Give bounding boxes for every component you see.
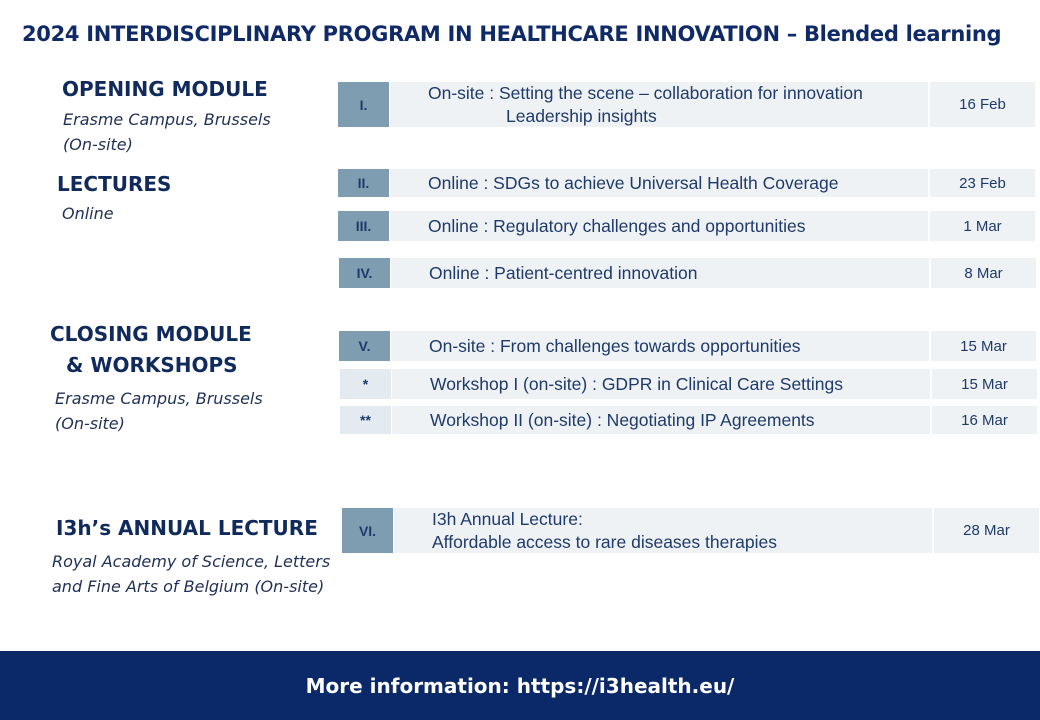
section-location: (On-site) <box>55 414 125 433</box>
row-date: 23 Feb <box>930 169 1035 197</box>
row-number: V. <box>339 331 390 361</box>
section-heading: & WORKSHOPS <box>66 353 238 377</box>
row-number: II. <box>338 169 389 197</box>
row-text: Online : Regulatory challenges and oppor… <box>390 211 928 241</box>
section-location: Online <box>62 204 114 223</box>
row-text: Workshop I (on-site) : GDPR in Clinical … <box>392 369 930 399</box>
row-number: IV. <box>339 258 390 288</box>
section-heading: LECTURES <box>57 172 172 196</box>
row-text: On-site : Setting the scene – collaborat… <box>390 82 928 127</box>
row-text-line: Leadership insights <box>506 105 657 126</box>
row-date: 15 Mar <box>932 369 1037 399</box>
row-number: VI. <box>342 508 393 553</box>
footer-text: More information: https://i3health.eu/ <box>305 673 735 698</box>
section-location: Royal Academy of Science, Letters <box>52 552 331 571</box>
row-text-line: On-site : From challenges towards opport… <box>429 335 801 356</box>
row-text: I3h Annual Lecture: Affordable access to … <box>394 508 932 553</box>
section-heading: OPENING MODULE <box>62 77 268 101</box>
row-date: 16 Feb <box>930 82 1035 127</box>
section-location: Erasme Campus, Brussels <box>63 110 271 129</box>
row-date: 8 Mar <box>931 258 1036 288</box>
row-number: ** <box>340 406 391 434</box>
row-text: Online : Patient-centred innovation <box>391 258 929 288</box>
section-heading: I3h’s ANNUAL LECTURE <box>56 516 318 540</box>
row-date: 16 Mar <box>932 406 1037 434</box>
section-location: and Fine Arts of Belgium (On-site) <box>52 577 325 596</box>
row-text-line: Online : Patient-centred innovation <box>429 262 698 283</box>
row-text: Workshop II (on-site) : Negotiating IP A… <box>392 406 930 434</box>
row-text-line: Online : Regulatory challenges and oppor… <box>428 215 806 236</box>
footer-bar: More information: https://i3health.eu/ <box>0 651 1040 720</box>
row-date: 15 Mar <box>931 331 1036 361</box>
row-text-line: On-site : Setting the scene – collaborat… <box>428 82 863 103</box>
row-number: I. <box>338 82 389 127</box>
row-date: 28 Mar <box>934 508 1039 553</box>
section-heading: CLOSING MODULE <box>50 322 252 346</box>
row-text-line: Affordable access to rare diseases thera… <box>432 531 778 552</box>
row-date: 1 Mar <box>930 211 1035 241</box>
row-text: On-site : From challenges towards opport… <box>391 331 929 361</box>
row-text-line: I3h Annual Lecture: <box>432 508 583 529</box>
section-location: (On-site) <box>63 135 133 154</box>
row-text-line: Workshop I (on-site) : GDPR in Clinical … <box>430 373 844 394</box>
row-text-line: Online : SDGs to achieve Universal Healt… <box>428 172 839 193</box>
row-number: III. <box>338 211 389 241</box>
row-number: * <box>340 369 391 399</box>
title: 2024 INTERDISCIPLINARY PROGRAM IN HEALTH… <box>22 22 1002 46</box>
section-location: Erasme Campus, Brussels <box>55 389 263 408</box>
row-text-line: Workshop II (on-site) : Negotiating IP A… <box>430 409 815 430</box>
row-text: Online : SDGs to achieve Universal Healt… <box>390 169 928 197</box>
